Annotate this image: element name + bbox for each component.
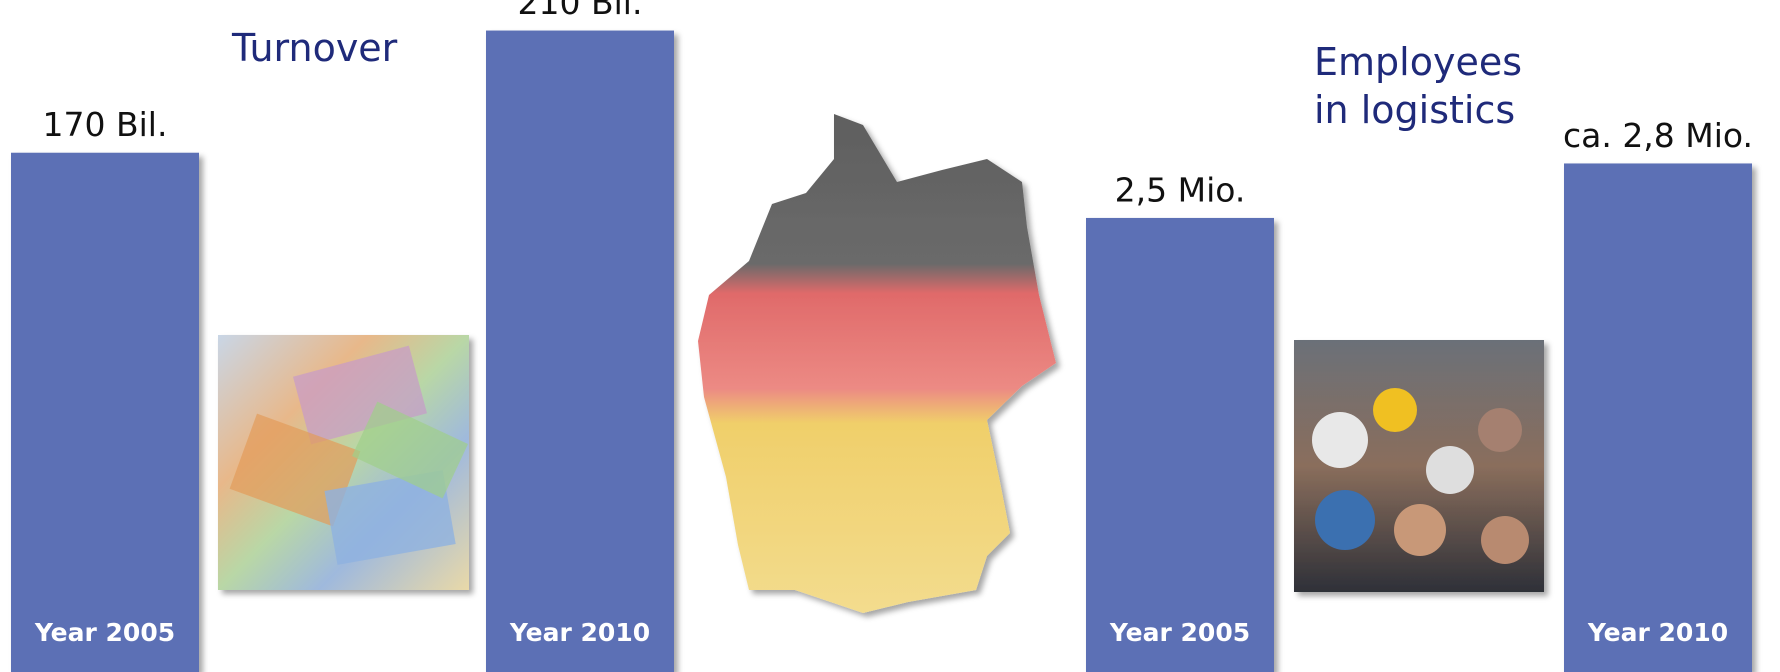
value-label: 170 Bil. <box>43 105 168 144</box>
value-label: 210 Bil. <box>518 0 643 22</box>
bar <box>11 152 199 672</box>
chart-title: Turnover <box>232 26 398 70</box>
category-label: Year 2010 <box>1587 618 1728 647</box>
bar <box>1564 163 1752 672</box>
value-label: ca. 2,8 Mio. <box>1563 116 1753 155</box>
category-label: Year 2010 <box>509 618 650 647</box>
category-label: Year 2005 <box>34 618 175 647</box>
category-label: Year 2005 <box>1109 618 1250 647</box>
bar <box>486 30 674 672</box>
euro-photo <box>218 335 469 590</box>
crowd-photo <box>1294 340 1544 592</box>
bar <box>1086 217 1274 672</box>
value-label: 2,5 Mio. <box>1115 170 1246 209</box>
chart-title: Employees in logistics <box>1314 40 1522 132</box>
germany-map <box>698 114 1056 613</box>
